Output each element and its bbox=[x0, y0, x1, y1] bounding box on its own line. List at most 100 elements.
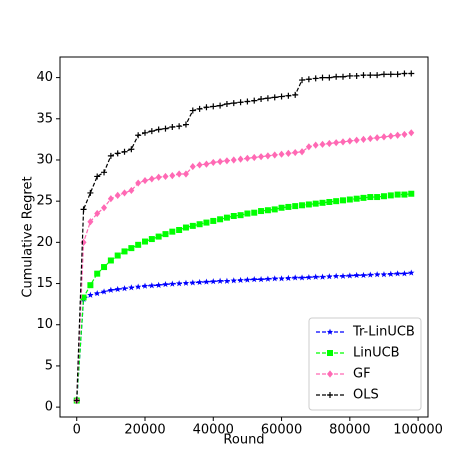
marker bbox=[94, 173, 101, 180]
marker bbox=[346, 272, 354, 279]
marker bbox=[312, 273, 319, 280]
marker bbox=[339, 138, 346, 146]
marker bbox=[155, 126, 162, 133]
marker bbox=[353, 136, 360, 144]
y-tick-label: 35 bbox=[36, 111, 53, 126]
marker bbox=[360, 194, 367, 201]
marker bbox=[155, 173, 162, 181]
marker bbox=[155, 281, 162, 288]
marker bbox=[223, 214, 230, 221]
marker bbox=[101, 169, 108, 176]
marker bbox=[319, 273, 326, 280]
marker bbox=[278, 275, 285, 282]
y-tick-label: 20 bbox=[36, 235, 53, 250]
marker bbox=[169, 124, 176, 131]
legend-box bbox=[308, 317, 422, 411]
marker bbox=[94, 270, 101, 277]
marker bbox=[285, 149, 292, 157]
marker bbox=[374, 72, 381, 79]
marker bbox=[401, 130, 408, 139]
marker bbox=[332, 272, 340, 279]
marker bbox=[312, 75, 319, 82]
marker bbox=[360, 271, 367, 279]
marker bbox=[251, 153, 258, 162]
marker bbox=[135, 179, 142, 187]
marker bbox=[107, 152, 114, 159]
marker bbox=[210, 103, 217, 110]
marker bbox=[360, 135, 367, 143]
marker bbox=[271, 206, 278, 213]
marker bbox=[182, 279, 190, 286]
marker bbox=[401, 191, 408, 198]
marker bbox=[244, 210, 251, 217]
y-tick-label: 25 bbox=[36, 194, 53, 209]
marker bbox=[230, 156, 237, 164]
marker bbox=[237, 212, 244, 219]
marker bbox=[121, 148, 128, 155]
marker bbox=[367, 72, 374, 79]
x-tick-label: 60000 bbox=[261, 423, 302, 438]
y-tick-label: 10 bbox=[36, 317, 53, 332]
legend-label: Tr-LinUCB bbox=[352, 325, 415, 340]
marker bbox=[203, 104, 210, 111]
marker bbox=[148, 282, 156, 289]
marker bbox=[210, 158, 217, 167]
marker bbox=[244, 276, 251, 283]
marker bbox=[217, 158, 224, 166]
marker bbox=[142, 238, 149, 245]
y-axis-label: Cumulative Regret bbox=[21, 176, 36, 297]
marker bbox=[353, 271, 360, 279]
marker bbox=[100, 288, 108, 295]
y-tick-label: 15 bbox=[36, 276, 53, 291]
marker bbox=[73, 397, 80, 404]
marker bbox=[387, 192, 394, 199]
marker bbox=[401, 270, 408, 277]
marker bbox=[312, 200, 319, 207]
marker bbox=[408, 129, 415, 137]
marker bbox=[326, 74, 333, 81]
marker bbox=[339, 272, 347, 279]
marker bbox=[319, 140, 326, 148]
marker bbox=[271, 94, 278, 101]
legend-marker bbox=[327, 370, 333, 378]
marker bbox=[182, 121, 189, 128]
marker bbox=[271, 275, 278, 282]
marker bbox=[305, 273, 313, 281]
marker bbox=[107, 195, 114, 203]
marker bbox=[217, 102, 224, 109]
marker bbox=[189, 107, 196, 114]
marker bbox=[101, 204, 108, 212]
legend-label: OLS bbox=[353, 388, 379, 403]
marker bbox=[216, 277, 224, 284]
marker bbox=[258, 96, 265, 103]
marker bbox=[196, 278, 203, 286]
marker bbox=[114, 191, 121, 199]
y-tick-label: 5 bbox=[45, 358, 53, 373]
marker bbox=[333, 139, 340, 147]
legend-marker bbox=[327, 350, 333, 356]
legend: Tr-LinUCB LinUCB GF OLS bbox=[308, 317, 422, 411]
marker bbox=[203, 278, 210, 285]
marker bbox=[223, 277, 231, 284]
marker bbox=[408, 269, 415, 276]
marker bbox=[387, 270, 395, 277]
marker bbox=[169, 228, 176, 235]
marker bbox=[210, 217, 217, 224]
marker bbox=[176, 123, 183, 130]
marker bbox=[176, 226, 183, 233]
marker bbox=[394, 270, 401, 277]
y-tick-label: 0 bbox=[45, 400, 53, 415]
marker bbox=[114, 285, 121, 293]
marker bbox=[128, 284, 135, 291]
marker bbox=[292, 91, 299, 98]
marker bbox=[162, 280, 169, 288]
marker bbox=[292, 203, 299, 210]
marker bbox=[142, 176, 149, 185]
marker bbox=[305, 201, 312, 208]
x-axis-label: Round bbox=[223, 433, 264, 448]
marker bbox=[251, 97, 258, 104]
x-tick-label: 100000 bbox=[393, 423, 443, 438]
marker bbox=[257, 276, 265, 283]
marker bbox=[394, 191, 401, 198]
